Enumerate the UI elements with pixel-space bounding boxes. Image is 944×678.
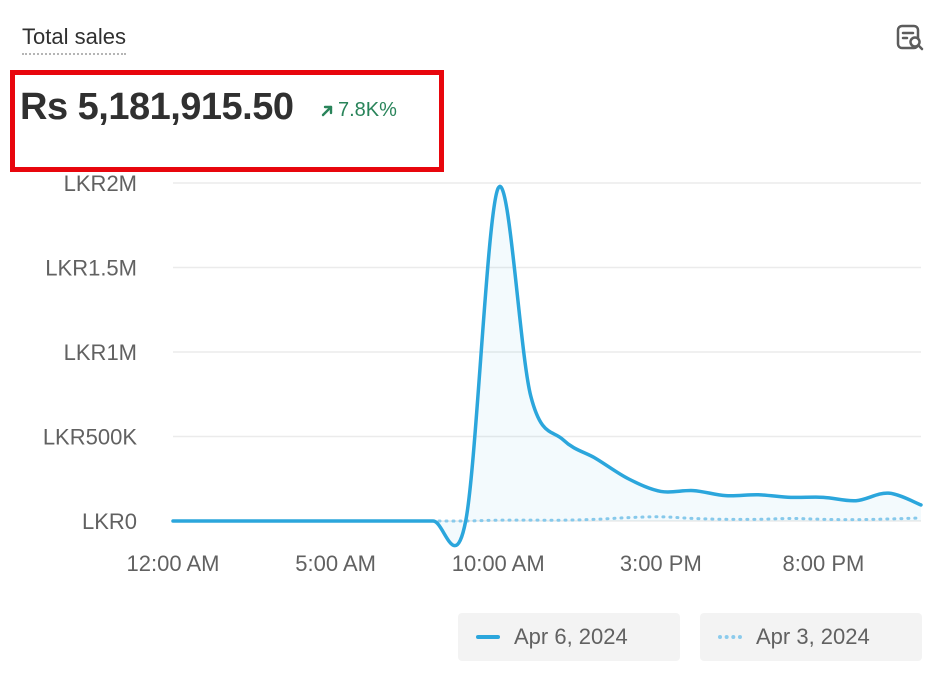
highlight-box [10,70,444,172]
x-tick-label: 10:00 AM [452,551,545,576]
metric-change: 7.8K% [320,99,397,122]
y-tick-label: LKR1.5M [45,256,137,281]
y-tick-label: LKR0 [82,509,137,534]
x-tick-label: 3:00 PM [620,551,702,576]
legend-item-current[interactable]: Apr 6, 2024 [458,613,680,661]
arrow-up-right-icon [321,105,333,116]
legend-swatch-comparison [718,635,742,639]
x-tick-label: 12:00 AM [127,551,220,576]
series-line-apr-6 [171,184,923,548]
insights-button[interactable] [892,20,928,56]
series-area-apr-6 [173,186,921,546]
sales-line-chart[interactable]: LKR0 LKR500K LKR1M LKR1.5M LKR2M 12:00 AM 5:00… [0,0,944,600]
card-title[interactable]: Total sales [22,24,126,55]
legend-label-current: Apr 6, 2024 [514,624,628,649]
y-tick-label: LKR500K [43,425,138,450]
y-tick-label: LKR1M [64,340,137,365]
x-tick-label: 5:00 AM [295,551,376,576]
legend-item-comparison[interactable]: Apr 3, 2024 [700,613,922,661]
metric-value: Rs 5,181,915.50 [20,86,294,128]
y-tick-label: LKR2M [64,171,137,196]
legend-swatch-current [476,635,500,639]
search-report-icon [896,24,924,51]
legend-label-comparison: Apr 3, 2024 [756,624,870,649]
metric-change-value: 7.8K% [338,99,397,121]
x-tick-label: 8:00 PM [782,551,864,576]
